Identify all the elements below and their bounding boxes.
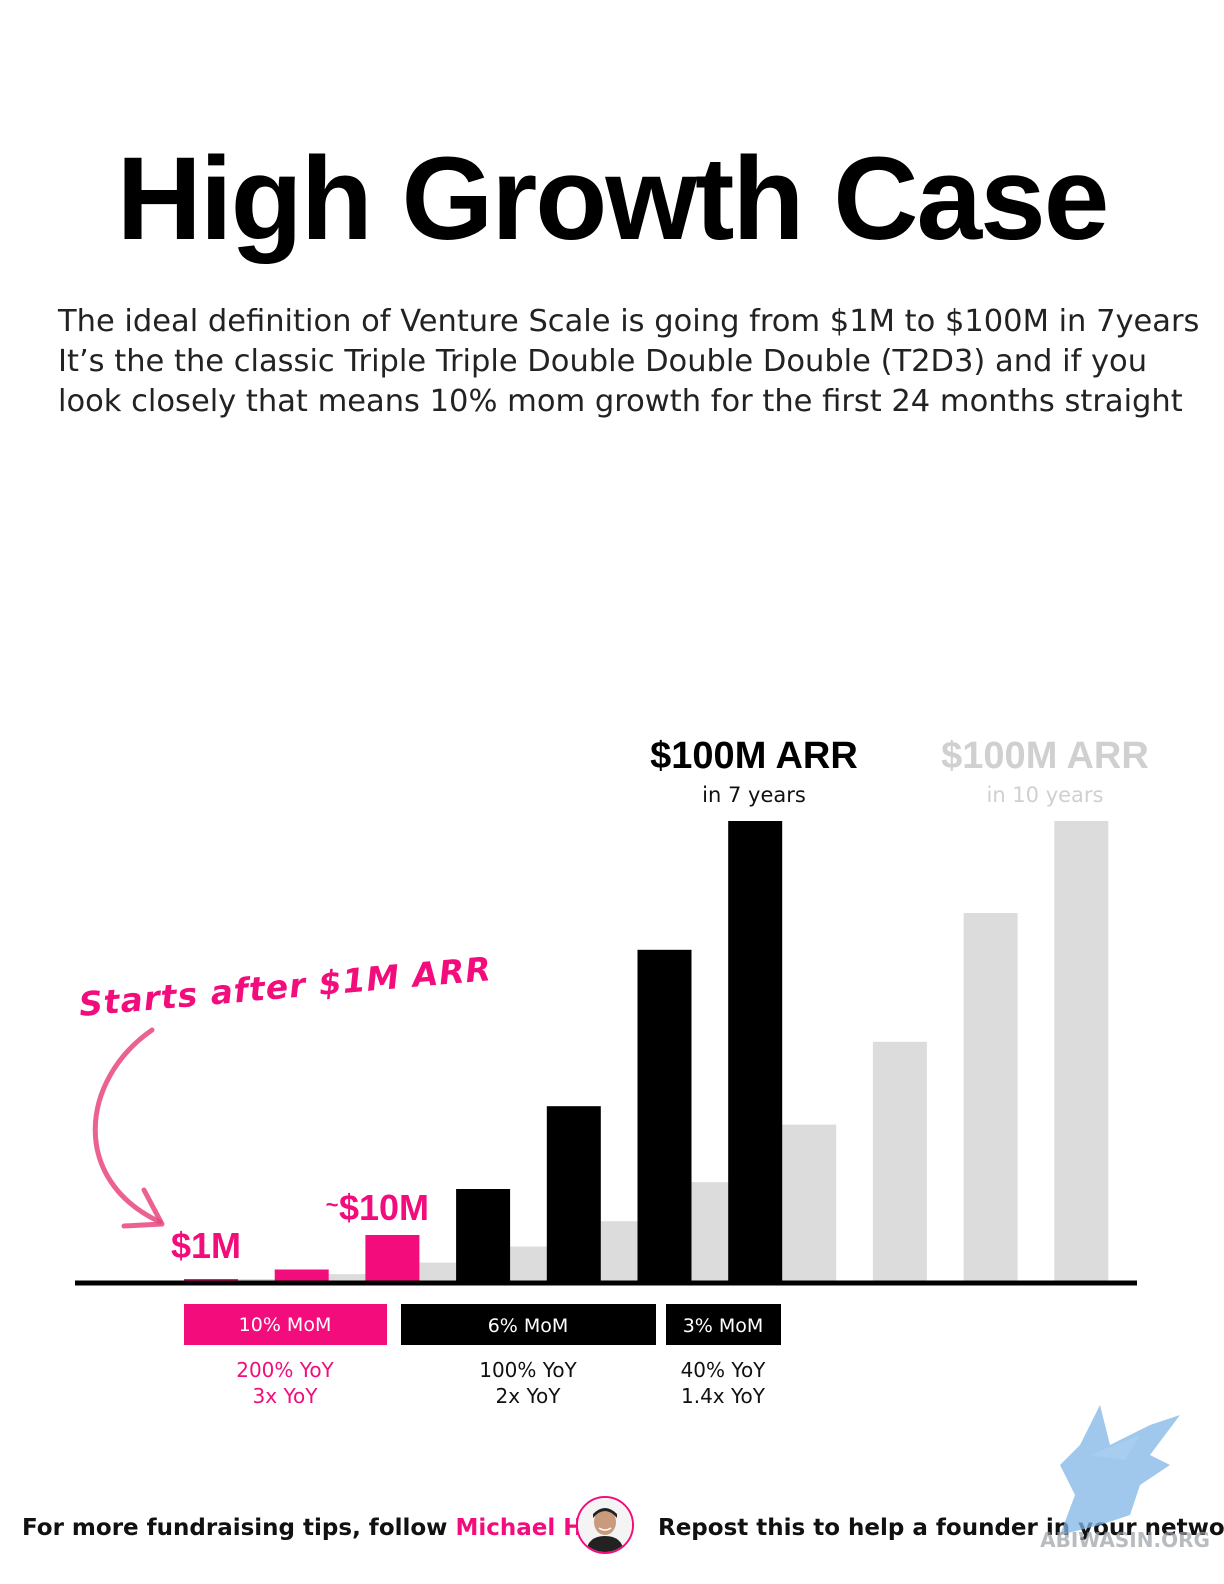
footer-follow-text: For more fundraising tips, follow <box>22 1515 456 1541</box>
main-bar <box>456 1189 511 1281</box>
band-3pct-multiple: 1.4x YoY <box>681 1384 766 1408</box>
band-10pct <box>184 1304 387 1345</box>
value-label-1m: $1M <box>171 1225 241 1266</box>
subtitle-line: It’s the the classic Triple Triple Doubl… <box>58 344 1148 379</box>
grey-bar <box>328 1274 383 1281</box>
griffin-icon <box>1060 1405 1180 1535</box>
main-bar <box>274 1269 329 1281</box>
top-label-7y: $100M ARR <box>650 735 858 777</box>
footer-repost: Repost this to help a founder in your ne… <box>658 1508 1224 1548</box>
grey-bar <box>782 1124 837 1281</box>
band-10pct-label: 10% MoM <box>239 1314 332 1336</box>
subtitle-line: look closely that means 10% mom growth f… <box>58 384 1183 419</box>
repost-word[interactable]: Repost <box>658 1515 749 1541</box>
subtitle-line: The ideal definition of Venture Scale is… <box>58 304 1200 339</box>
band-6pct-label: 6% MoM <box>488 1315 569 1337</box>
author-link[interactable]: Michael Ho <box>455 1515 599 1541</box>
annotation-arrow <box>92 1027 163 1225</box>
main-series <box>184 821 783 1281</box>
band-3pct-yoy: 40% YoY <box>681 1358 767 1382</box>
main-bar <box>728 821 783 1281</box>
main-bar <box>184 1279 238 1281</box>
grey-bar <box>1054 821 1109 1281</box>
value-label-10m-tilde: ~ <box>326 1192 339 1217</box>
annotation-text: Starts after $1M ARR <box>77 949 493 1024</box>
grey-bar <box>872 1041 927 1281</box>
band-10pct-yoy: 200% YoY <box>236 1358 334 1382</box>
footer-follow: For more fundraising tips, follow Michae… <box>22 1508 598 1548</box>
top-sublabel-7y: in 7 years <box>702 783 806 807</box>
main-bar <box>637 949 692 1281</box>
band-3pct-label: 3% MoM <box>683 1315 764 1337</box>
band-6pct <box>401 1304 656 1345</box>
watermark-logo: ABIWASIN.ORG <box>1040 1405 1210 1552</box>
value-label-10m: $10M <box>339 1187 429 1228</box>
band-6pct-multiple: 2x YoY <box>496 1384 562 1408</box>
grey-bar <box>238 1279 292 1281</box>
top-sublabel-10y: in 10 years <box>986 783 1103 807</box>
footer-repost-text: this to help a founder in your network <box>748 1515 1224 1541</box>
annotation-arrowhead <box>121 1187 165 1229</box>
main-bar <box>546 1106 601 1281</box>
band-6pct-yoy: 100% YoY <box>479 1358 577 1382</box>
page-title: High Growth Case <box>116 133 1110 265</box>
avatar-icon <box>578 1498 632 1552</box>
avatar[interactable] <box>576 1496 634 1554</box>
band-10pct-multiple: 3x YoY <box>253 1384 319 1408</box>
subtitle: The ideal definition of Venture Scale is… <box>58 302 1200 422</box>
main-bar <box>365 1235 420 1281</box>
band-3pct <box>666 1304 781 1345</box>
grey-bar <box>963 913 1018 1281</box>
top-label-10y: $100M ARR <box>941 735 1149 777</box>
watermark-text: ABIWASIN.ORG <box>1040 1528 1210 1552</box>
